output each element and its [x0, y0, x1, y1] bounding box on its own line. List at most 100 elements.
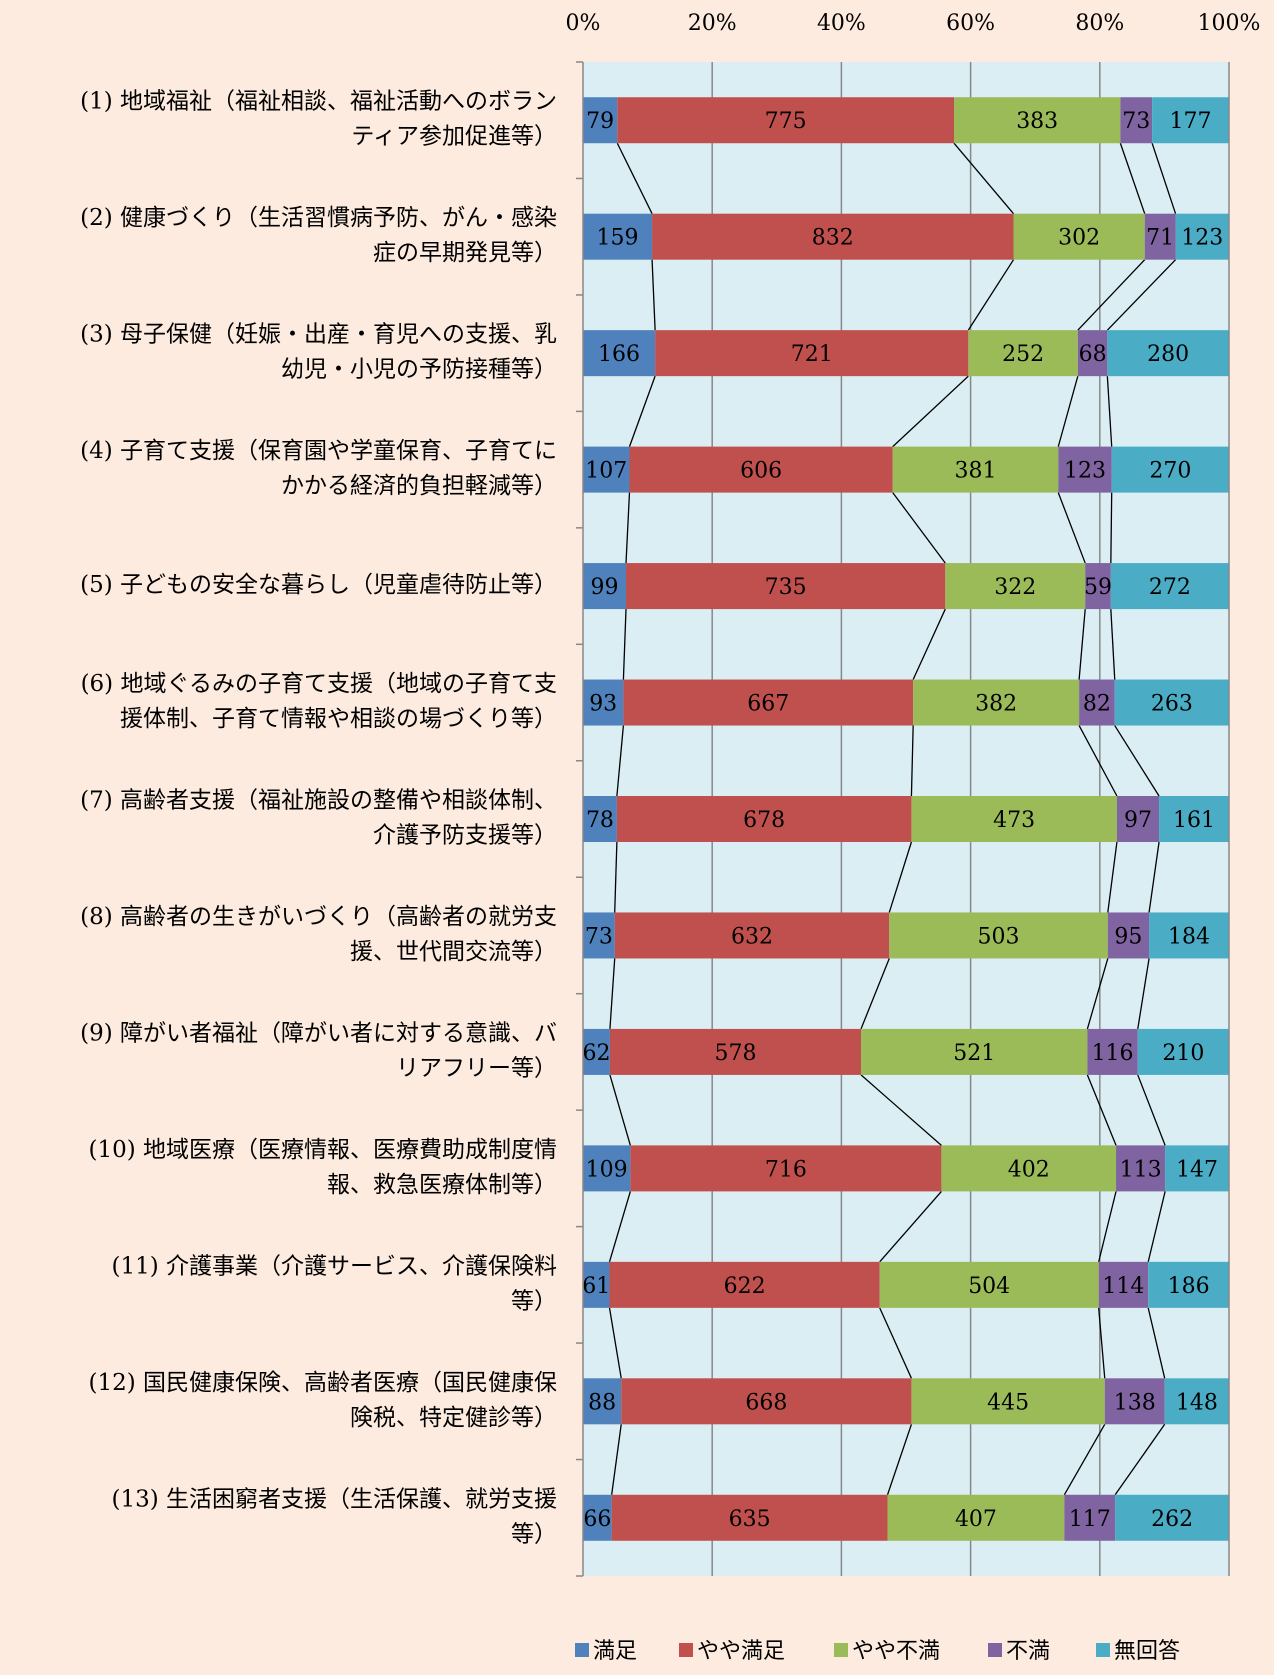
- bar-segment: [583, 97, 618, 144]
- bar-segment: [1104, 1378, 1165, 1425]
- x-tick-label: 20%: [688, 11, 737, 36]
- category-label: (4) 子育て支援（保育園や学童保育、子育てにかかる経済的負担軽減等）: [80, 438, 557, 499]
- bars: 79 775 383 73 177 159 832 302 71 123 166 721 252 68 28…: [582, 97, 1229, 1541]
- category-label-line: 等）: [511, 1521, 557, 1547]
- category-label-line: (13) 生活困窮者支援（生活保護、就労支援: [111, 1486, 557, 1512]
- bar-segment: [623, 679, 914, 726]
- bar-segment: [1115, 1494, 1229, 1541]
- bar-segment: [954, 97, 1121, 144]
- category-label: (2) 健康づくり（生活習慣病予防、がん・感染症の早期発見等）: [80, 205, 557, 266]
- data-label: 473: [993, 808, 1035, 833]
- data-label: 521: [953, 1041, 995, 1066]
- category-label: (5) 子どもの安全な暮らし（児童虐待防止等）: [80, 572, 557, 598]
- data-label: 504: [968, 1274, 1010, 1299]
- series-line: [1057, 492, 1086, 564]
- bar-segment: [1116, 1145, 1166, 1192]
- category-label: (1) 地域福祉（福祉相談、福祉活動へのボランティア参加促進等）: [80, 89, 557, 150]
- series-line: [1137, 1074, 1166, 1146]
- bar-segment: [583, 1028, 610, 1075]
- series-line: [622, 609, 627, 680]
- series-line: [1119, 143, 1146, 214]
- data-label: 186: [1168, 1274, 1210, 1299]
- series-line: [1148, 841, 1160, 913]
- bar-segment: [652, 213, 1014, 260]
- category-label: (6) 地域ぐるみの子育て支援（地域の子育て支援体制、子育て情報や相談の場づくり…: [81, 671, 557, 732]
- category-label-line: 介護予防支援等）: [373, 823, 557, 849]
- data-label: 114: [1102, 1274, 1144, 1299]
- data-label: 302: [1058, 226, 1100, 251]
- category-label-line: (1) 地域福祉（福祉相談、福祉活動へのボラン: [80, 89, 557, 115]
- category-label-line: (7) 高齢者支援（福祉施設の整備や相談体制、: [80, 788, 557, 814]
- category-label-line: (5) 子どもの安全な暮らし（児童虐待防止等）: [80, 572, 557, 598]
- series-line: [892, 375, 969, 448]
- data-label: 71: [1146, 226, 1174, 251]
- data-label: 95: [1114, 924, 1142, 949]
- category-label-line: (9) 障がい者福祉（障がい者に対する意識、バ: [80, 1020, 557, 1046]
- bar-segment: [911, 796, 1117, 842]
- bar-segment: [583, 796, 617, 842]
- series-line: [1077, 259, 1146, 331]
- series-line: [1107, 841, 1118, 913]
- bar-segment: [1149, 912, 1229, 959]
- bar-segment: [1114, 679, 1229, 726]
- bar-segment: [945, 563, 1086, 610]
- data-label: 668: [745, 1390, 787, 1415]
- data-label: 402: [1008, 1157, 1050, 1182]
- legend-swatch: [834, 1643, 848, 1657]
- series-line: [860, 958, 890, 1030]
- series-line: [953, 142, 1015, 215]
- series-line: [1147, 1307, 1166, 1379]
- series-line: [609, 1074, 631, 1146]
- bar-segment: [616, 796, 912, 842]
- series-line: [1078, 725, 1118, 797]
- category-label: (7) 高齢者支援（福祉施設の整備や相談体制、介護予防支援等）: [80, 788, 557, 849]
- series-line: [1114, 725, 1160, 797]
- data-label: 116: [1092, 1041, 1134, 1066]
- bar-segment: [583, 912, 615, 959]
- series-line: [967, 259, 1015, 331]
- bar-segment: [861, 1028, 1088, 1075]
- category-label-line: (4) 子育て支援（保育園や学童保育、子育てに: [80, 438, 557, 464]
- bar-segment: [913, 679, 1080, 726]
- category-label: (9) 障がい者福祉（障がい者に対する意識、バリアフリー等）: [80, 1020, 557, 1081]
- category-label-line: かかる経済的負担軽減等）: [281, 473, 557, 499]
- series-line: [1086, 958, 1109, 1030]
- data-label: 262: [1151, 1507, 1193, 1532]
- series-line: [651, 259, 656, 331]
- bar-segment: [1159, 796, 1229, 842]
- series-line: [860, 1074, 942, 1146]
- bar-segment: [1152, 97, 1229, 144]
- x-tick-label: 0%: [566, 11, 601, 36]
- bar-segment: [1064, 1494, 1116, 1541]
- legend: 満足 やや満足 やや不満 不満 無回答: [575, 1639, 1180, 1664]
- category-label-line: (8) 高齢者の生きがいづくり（高齢者の就労支: [80, 904, 557, 930]
- data-label: 68: [1079, 342, 1107, 367]
- data-label: 503: [978, 924, 1020, 949]
- data-label: 184: [1168, 924, 1210, 949]
- data-label: 578: [714, 1041, 756, 1066]
- series-line: [892, 492, 946, 564]
- bar-segment: [1058, 446, 1112, 493]
- series-line: [912, 608, 946, 680]
- series-lines: [608, 142, 1177, 1496]
- data-label: 322: [994, 575, 1036, 600]
- data-label: 606: [740, 459, 782, 484]
- series-line: [1098, 1307, 1106, 1379]
- x-tick-label: 60%: [946, 11, 995, 36]
- series-line: [614, 841, 618, 913]
- series-line: [1086, 1074, 1117, 1146]
- data-label: 79: [586, 109, 614, 134]
- data-label: 177: [1170, 109, 1212, 134]
- series-line: [1151, 143, 1177, 214]
- data-label: 113: [1120, 1157, 1162, 1182]
- data-label: 73: [1122, 109, 1150, 134]
- bar-segment: [583, 330, 656, 377]
- bar-segment: [1098, 1261, 1149, 1308]
- category-label-line: 援、世代間交流等）: [350, 939, 557, 965]
- category-label-line: 援体制、子育て情報や相談の場づくり等）: [120, 706, 557, 732]
- data-label: 383: [1016, 109, 1058, 134]
- data-label: 166: [598, 342, 640, 367]
- series-line: [1063, 1423, 1106, 1496]
- bar-segment: [941, 1145, 1117, 1192]
- data-label: 635: [729, 1507, 771, 1532]
